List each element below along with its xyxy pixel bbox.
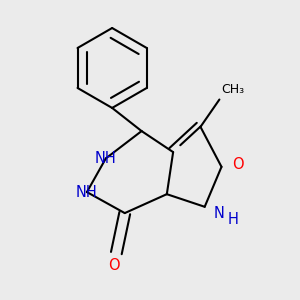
Text: O: O	[108, 258, 120, 273]
Text: NH: NH	[76, 184, 98, 200]
Text: NH: NH	[95, 151, 117, 166]
Text: CH₃: CH₃	[221, 83, 244, 96]
Text: H: H	[228, 212, 239, 227]
Text: O: O	[232, 157, 244, 172]
Text: N: N	[214, 206, 225, 220]
